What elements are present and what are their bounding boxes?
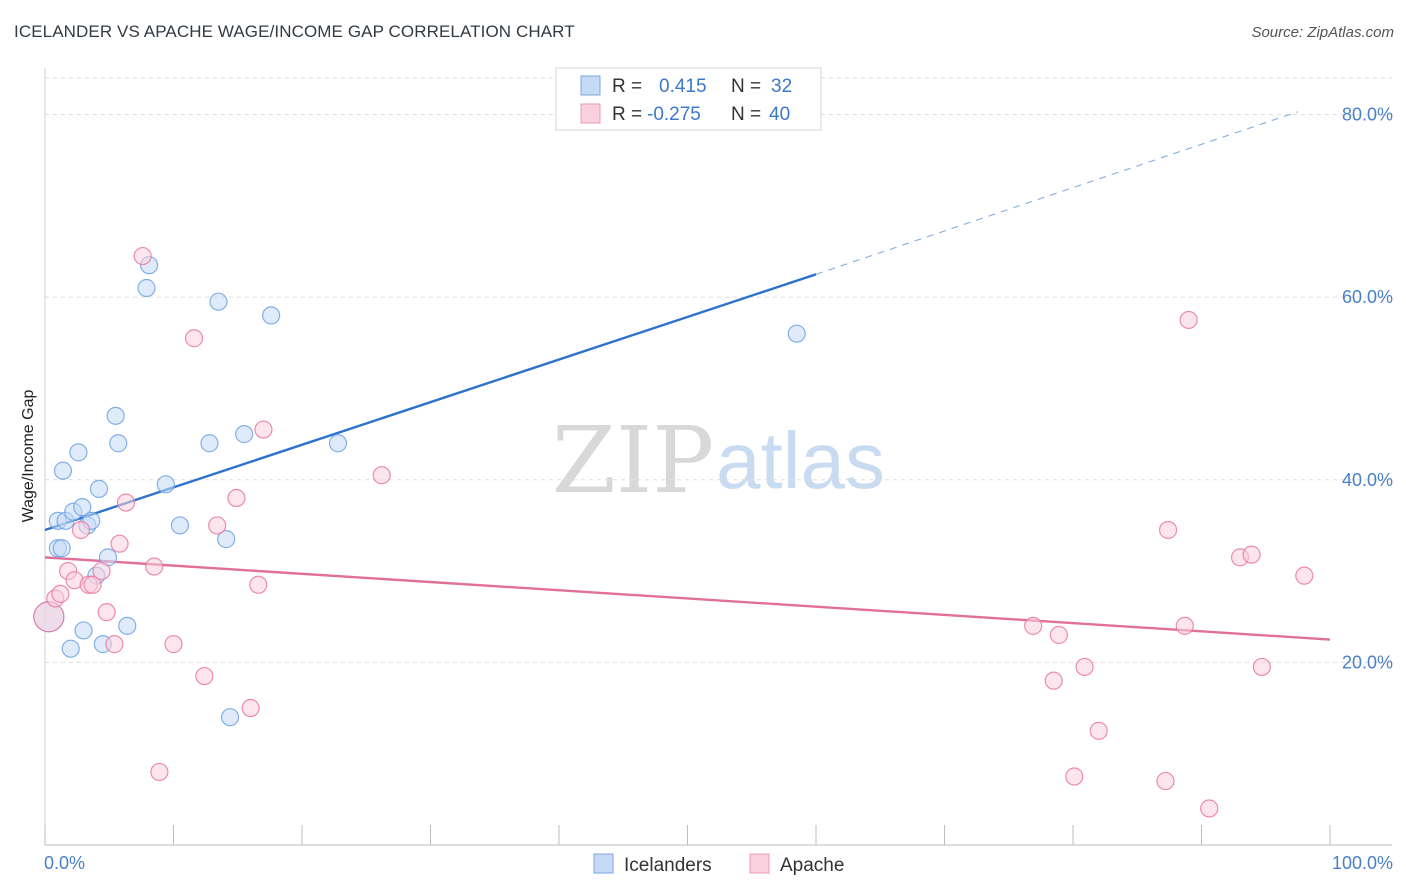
- apache-point: [1179, 310, 1198, 330]
- y-axis-label: Wage/Income Gap: [20, 390, 37, 523]
- apache-point: [249, 575, 268, 594]
- apache-point: [1065, 767, 1084, 786]
- icelanders-point: [53, 461, 73, 480]
- apache-point: [1075, 657, 1094, 677]
- icelanders-point: [109, 434, 128, 453]
- trend-lines: [44, 111, 1331, 641]
- icelanders-point: [235, 425, 254, 444]
- apache-point: [1200, 799, 1219, 818]
- legend-r-value: 0.415: [659, 76, 707, 97]
- icelanders-point: [137, 278, 156, 298]
- apache-point: [133, 246, 152, 266]
- apache-point: [116, 493, 136, 512]
- apache-point: [164, 635, 183, 654]
- apache-point: [71, 520, 91, 540]
- legend-swatch-icelanders: [580, 75, 601, 96]
- y-tick-label: 20.0%: [1342, 652, 1393, 672]
- apache-point: [1252, 657, 1271, 677]
- series-legend-label-apache: Apache: [780, 855, 844, 876]
- icelanders-point: [74, 621, 93, 640]
- apache-point: [372, 466, 391, 485]
- apache-point: [241, 698, 260, 718]
- apache-point: [184, 329, 204, 348]
- apache-point: [110, 534, 129, 553]
- icelanders-point: [787, 324, 806, 343]
- apache-point: [1158, 520, 1178, 540]
- x-tick-label: 0.0%: [44, 853, 85, 873]
- apache-point: [1156, 771, 1175, 791]
- icelanders-point: [118, 616, 137, 635]
- apache-point: [1044, 671, 1063, 690]
- apache-point: [51, 584, 70, 603]
- legend-swatch-apache: [580, 103, 601, 124]
- legend-n-label: N =: [731, 104, 761, 125]
- icelanders-trend-extension: [815, 111, 1299, 275]
- y-tick-label: 40.0%: [1342, 470, 1393, 490]
- icelanders-point: [73, 498, 92, 517]
- apache-trend-line: [44, 556, 1331, 641]
- watermark-zip: ZIP: [552, 407, 714, 514]
- watermark-atlas: atlas: [716, 416, 885, 505]
- y-tick-labels: 20.0% 40.0% 60.0% 80.0%: [1342, 105, 1393, 673]
- icelanders-point: [200, 434, 219, 453]
- apache-point: [1024, 616, 1043, 635]
- icelanders-point: [262, 306, 281, 325]
- apache-point: [145, 557, 164, 576]
- x-tick-labels: 0.0% 100.0%: [44, 853, 1393, 873]
- icelanders-point: [52, 539, 71, 558]
- apache-point: [208, 516, 227, 535]
- source-label: Source: ZipAtlas.com: [1251, 24, 1394, 41]
- apache-point: [195, 666, 214, 686]
- correlation-legend: R = 0.415 N = 32 R = -0.275 N = 40: [555, 67, 822, 131]
- icelanders-point: [217, 530, 236, 549]
- y-tick-label: 60.0%: [1342, 287, 1393, 307]
- icelanders-point: [328, 434, 348, 453]
- apache-point: [227, 488, 246, 508]
- y-tick-label: 80.0%: [1342, 105, 1393, 125]
- data-points: [33, 246, 1314, 818]
- apache-point: [1089, 721, 1108, 740]
- legend-n-value: 32: [771, 76, 792, 97]
- apache-point: [83, 575, 102, 594]
- legend-r-value: -0.275: [647, 104, 701, 125]
- apache-point: [97, 603, 116, 622]
- icelanders-point: [156, 475, 175, 494]
- axes: [44, 68, 1392, 846]
- icelanders-point: [69, 443, 88, 462]
- apache-point: [105, 635, 124, 654]
- series-legend-label-icelanders: Icelanders: [624, 855, 712, 876]
- apache-point: [150, 762, 169, 782]
- icelanders-point: [89, 479, 109, 498]
- apache-point: [254, 420, 273, 439]
- apache-point: [1295, 566, 1314, 585]
- grid-lines: [45, 77, 1392, 663]
- icelanders-point: [209, 292, 228, 311]
- apache-point: [1049, 625, 1068, 645]
- series-legend-swatch-apache: [749, 853, 770, 874]
- apache-point: [92, 561, 111, 581]
- legend-n-value: 40: [769, 104, 790, 125]
- x-tick-label: 100.0%: [1332, 853, 1393, 873]
- apache-point: [1242, 545, 1261, 564]
- legend-r-label: R =: [612, 104, 642, 125]
- icelanders-point: [220, 708, 240, 727]
- icelanders-point: [61, 639, 80, 658]
- chart-title: ICELANDER VS APACHE WAGE/INCOME GAP CORR…: [14, 22, 575, 41]
- series-legend: Icelanders Apache: [593, 853, 844, 876]
- legend-r-label: R =: [612, 76, 642, 97]
- legend-n-label: N =: [731, 76, 761, 97]
- apache-point: [1175, 616, 1194, 635]
- icelanders-point: [106, 406, 125, 425]
- series-legend-swatch-icelanders: [593, 853, 614, 874]
- icelanders-point: [170, 516, 190, 535]
